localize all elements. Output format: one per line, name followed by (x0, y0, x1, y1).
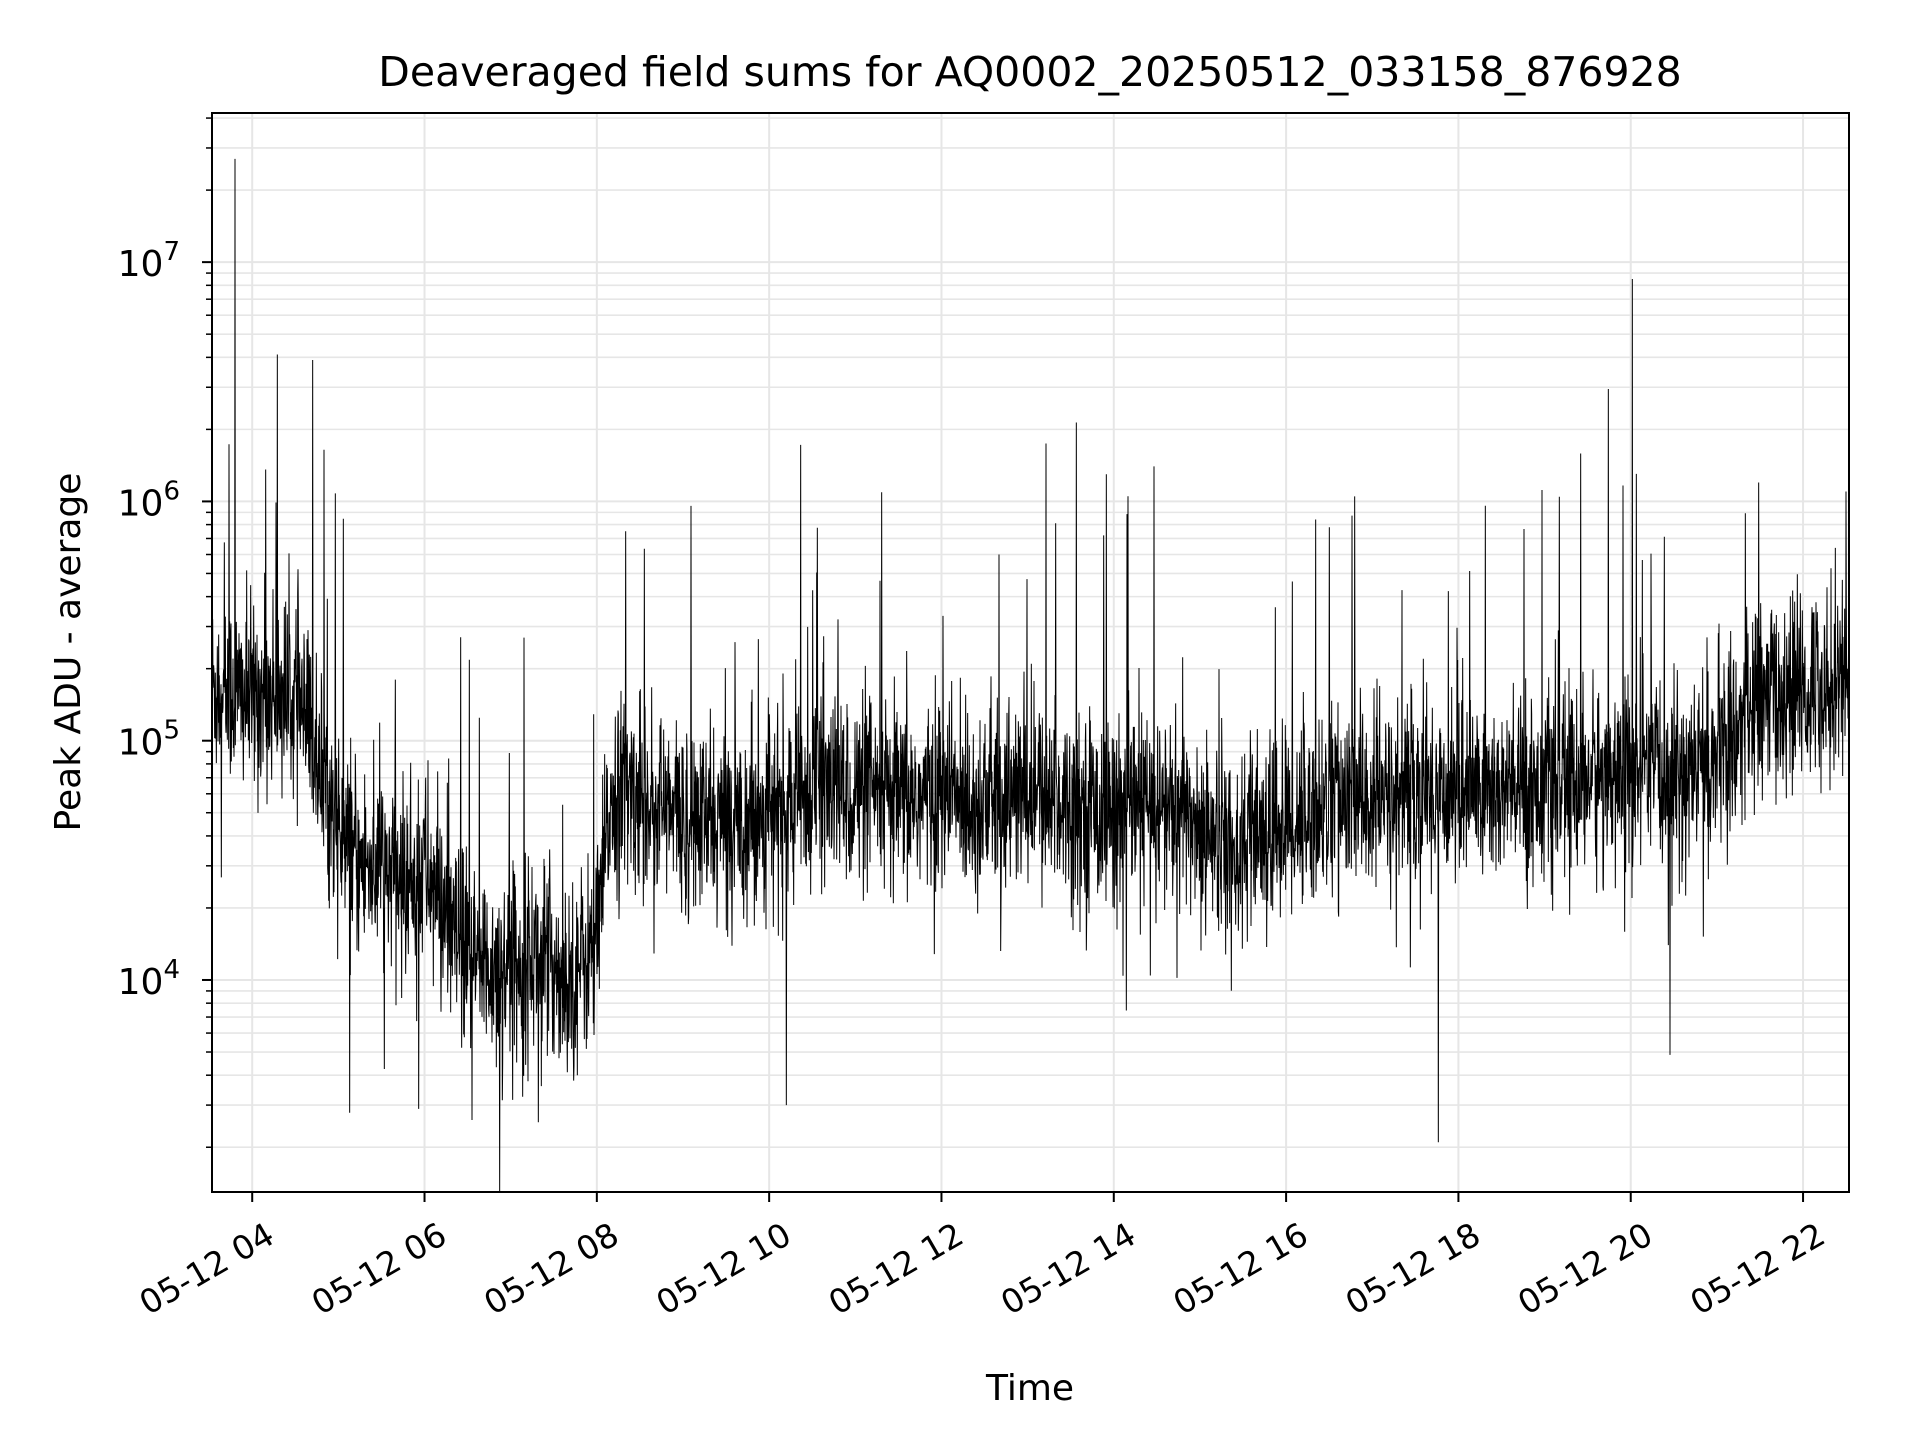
y-axis: 104 105 106 107 (118, 117, 212, 1148)
x-tick-label: 05-12 12 (822, 1215, 970, 1323)
x-tick-label: 05-12 20 (1511, 1215, 1659, 1323)
x-tick-label: 05-12 10 (650, 1215, 798, 1323)
x-axis-label: Time (985, 1368, 1074, 1409)
chart-title: Deaveraged field sums for AQ0002_2025051… (378, 48, 1681, 96)
series-line (211, 158, 1850, 1192)
x-tick-label: 05-12 04 (133, 1215, 281, 1323)
x-tick-label: 05-12 14 (994, 1215, 1142, 1323)
x-tick-label: 05-12 16 (1167, 1215, 1315, 1323)
y-axis-label: Peak ADU - average (48, 473, 89, 832)
y-tick-label: 104 (118, 955, 180, 1003)
y-tick-label: 106 (118, 476, 180, 524)
x-tick-label: 05-12 22 (1683, 1215, 1831, 1323)
y-tick-label: 105 (118, 716, 180, 764)
grid (212, 113, 1849, 1192)
plot-frame (211, 112, 1850, 1193)
x-tick-label: 05-12 06 (305, 1215, 453, 1323)
x-tick-label: 05-12 18 (1339, 1215, 1487, 1323)
x-axis: 05-12 04 05-12 06 05-12 08 05-12 10 05-12 12… (133, 1192, 1831, 1323)
y-tick-label: 107 (118, 237, 180, 285)
x-tick-label: 05-12 08 (477, 1215, 625, 1323)
